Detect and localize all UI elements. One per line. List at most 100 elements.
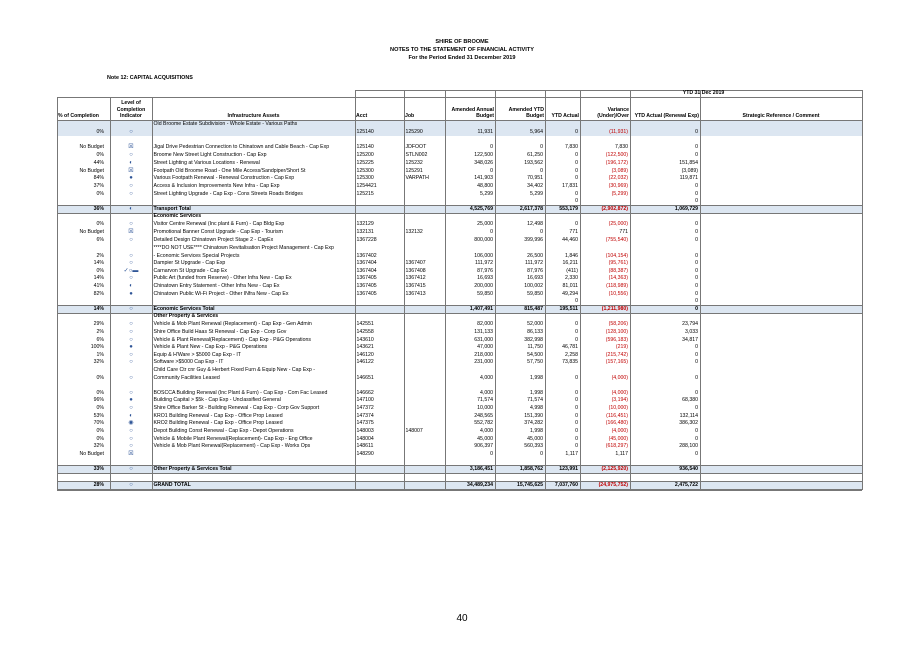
table-cell: 147374 (356, 412, 374, 419)
asset-name: Dampier St Upgrade - Cap Exp (153, 259, 226, 266)
column-header-text: Variance (Under)/Over (597, 106, 629, 119)
table-cell: 1,407,491 (469, 305, 493, 312)
asset-name: Street Lighting at Various Locations - R… (153, 159, 260, 166)
table-cell: 1367402 (356, 252, 377, 259)
table-cell: 0% (96, 267, 105, 274)
asset-name: Vehicle & Plant New - Cap Exp - P&G Oper… (153, 343, 268, 350)
asset-name: Shire Office Build Haas St Renewal - Cap… (153, 328, 287, 335)
column-line (110, 97, 111, 490)
asset-name: Vehicle & Mob Plant Renewal(Replacement)… (153, 442, 311, 449)
column-line (57, 97, 58, 490)
column-header: Level of Completion Indicator (111, 98, 151, 119)
asset-name: Chinatown Entry Statement - Other Infra … (153, 282, 280, 289)
table-cell: 248,565 (474, 412, 493, 419)
table-cell: 5,299 (530, 190, 543, 197)
table-cell: 0 (490, 450, 493, 457)
table-cell: 0 (695, 228, 698, 235)
column-line (404, 90, 405, 490)
asset-name: Carnarvon St Upgrade - Cap Ex (153, 267, 228, 274)
column-header-text: Amended Annual Budget (451, 106, 494, 119)
table-cell: ○ (129, 389, 133, 396)
table-cell: (3,089) (681, 167, 698, 174)
table-cell: 6% (96, 236, 105, 243)
table-cell: 0 (695, 450, 698, 457)
row-band (57, 120, 862, 136)
table-cell: ☒ (128, 167, 134, 174)
table-cell: ○ (129, 351, 133, 358)
asset-name: Vehicle & Mob Plant Renewal (Replacement… (153, 320, 312, 327)
table-cell: 151,390 (524, 412, 543, 419)
table-cell: 37% (93, 182, 104, 189)
table-cell: 148003 (356, 427, 374, 434)
table-cell: 4,000 (480, 374, 493, 381)
table-cell: 25,000 (477, 220, 493, 227)
table-cell: 552,782 (474, 419, 493, 426)
table-cell: 41% (93, 282, 104, 289)
table-cell: 61,250 (527, 151, 543, 158)
table-cell: (14,363) (608, 274, 628, 281)
asset-name: BOSCCA Building Renewal (Inc Plant & Fur… (153, 389, 328, 396)
total-line (57, 473, 862, 474)
table-cell: (755,540) (605, 236, 628, 243)
table-cell: 1% (96, 351, 105, 358)
table-cell: 132131 (356, 228, 374, 235)
total-line (57, 489, 862, 490)
table-cell: (2,902,872) (601, 205, 628, 212)
table-cell: 1367405 (356, 290, 377, 297)
table-cell: 14% (93, 259, 104, 266)
table-cell: 26,500 (527, 252, 543, 259)
asset-name: Detailed Design Chinatown Project Stage … (153, 236, 274, 243)
table-cell: (3,089) (611, 167, 628, 174)
table-cell: 147372 (356, 404, 374, 411)
table-cell: 34,402 (527, 182, 543, 189)
table-cell: (4,000) (611, 374, 628, 381)
table-cell: 0 (695, 182, 698, 189)
table-cell: 7,830 (565, 143, 578, 150)
table-cell: 48,800 (477, 182, 493, 189)
table-cell: 53% (93, 412, 104, 419)
table-cell: 111,972 (475, 259, 493, 266)
table-cell: 81,011 (562, 282, 578, 289)
table-cell: 44,460 (562, 236, 578, 243)
table-cell: 132,114 (679, 412, 698, 419)
table-cell: 0 (575, 412, 578, 419)
asset-name: Street Lighting Upgrade - Cap Exp - Cons… (153, 190, 303, 197)
total-band (57, 481, 862, 489)
table-cell: ○ (129, 220, 133, 227)
table-cell: 70% (93, 419, 104, 426)
table-cell: 288,100 (679, 442, 698, 449)
table-cell: No Budget (79, 143, 104, 150)
table-cell: 0 (695, 190, 698, 197)
column-line (700, 90, 701, 490)
table-cell: 141,903 (474, 174, 493, 181)
table-cell: 1367415 (405, 282, 426, 289)
table-cell: 125200 (356, 151, 374, 158)
table-cell: (45,000) (608, 435, 628, 442)
table-cell: ○ (129, 404, 133, 411)
table-cell: ○ (129, 128, 133, 135)
table-cell: 33% (93, 465, 104, 472)
table-cell: 3,033 (685, 328, 698, 335)
table-cell: (4,000) (611, 427, 628, 434)
table-cell: 7,830 (615, 143, 628, 150)
table-cell: 7,037,760 (554, 481, 578, 488)
table-cell: (157,165) (605, 358, 628, 365)
total-line (57, 465, 862, 466)
table-cell: 815,487 (524, 305, 543, 312)
table-cell: 348,026 (474, 159, 493, 166)
table-cell: 82% (93, 290, 104, 297)
table-cell: (104,154) (605, 252, 628, 259)
column-header: Strategic Reference / Comment (701, 98, 861, 119)
table-cell: 0 (695, 389, 698, 396)
table-cell: ○ (129, 328, 133, 335)
table-cell: ☒ (128, 143, 134, 150)
table-cell: (10,000) (608, 404, 628, 411)
column-header: Acct (356, 98, 403, 119)
table-cell: 1367412 (405, 274, 426, 281)
table-cell: 147375 (356, 419, 374, 426)
table-cell: 0% (96, 404, 105, 411)
table-cell: (58,206) (608, 320, 628, 327)
table-cell: 54,500 (527, 351, 543, 358)
asset-name: Equip & H'Ware > $5000 Cap Exp - IT (153, 351, 241, 358)
table-cell: 0 (575, 197, 578, 204)
